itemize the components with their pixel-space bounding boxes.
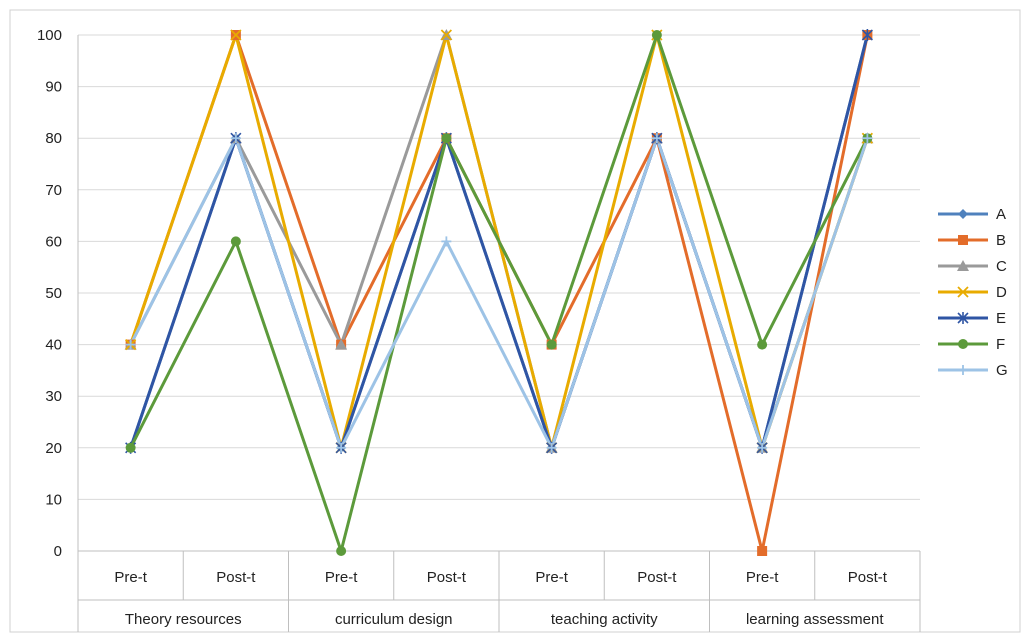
x-tick-label: Post-t bbox=[427, 569, 467, 586]
x-tick-label: Post-t bbox=[216, 569, 256, 586]
y-tick-label: 50 bbox=[45, 285, 62, 302]
data-point-g bbox=[125, 339, 136, 350]
data-point-b bbox=[757, 546, 768, 556]
y-tick-label: 70 bbox=[45, 182, 62, 199]
legend-item-a: A bbox=[938, 206, 1006, 223]
data-point-g bbox=[651, 133, 662, 144]
data-point-e bbox=[861, 29, 873, 41]
series-line-g bbox=[129, 136, 869, 450]
legend-label: G bbox=[996, 362, 1008, 379]
legend-label: C bbox=[996, 258, 1007, 275]
legend-label: A bbox=[996, 206, 1006, 223]
legend-marker bbox=[957, 260, 969, 271]
legend-item-b: B bbox=[938, 232, 1006, 249]
legend-marker bbox=[958, 209, 968, 219]
data-point-d bbox=[440, 29, 453, 41]
y-tick-label: 10 bbox=[45, 491, 62, 508]
series-lines bbox=[129, 33, 869, 553]
y-tick-label: 100 bbox=[37, 27, 62, 44]
series-line-f bbox=[129, 33, 869, 553]
data-point-f bbox=[757, 339, 768, 350]
data-point-g bbox=[441, 236, 452, 247]
data-point-f bbox=[546, 339, 557, 350]
legend-item-e: E bbox=[938, 310, 1006, 327]
legend-item-d: D bbox=[938, 284, 1007, 301]
x-group-label: Theory resources bbox=[125, 611, 242, 628]
data-point-f bbox=[125, 442, 136, 453]
data-point-f bbox=[651, 30, 662, 40]
y-tick-label: 0 bbox=[54, 543, 62, 560]
y-tick-label: 60 bbox=[45, 233, 62, 250]
series-markers bbox=[124, 29, 874, 556]
data-point-f bbox=[336, 546, 347, 556]
x-group-label: learning assessment bbox=[746, 611, 884, 628]
data-point-g bbox=[757, 442, 768, 453]
legend-marker bbox=[957, 312, 969, 324]
y-tick-label: 20 bbox=[45, 440, 62, 457]
data-point-f bbox=[441, 133, 452, 144]
data-point-c bbox=[335, 338, 348, 350]
legend-item-c: C bbox=[938, 258, 1007, 275]
y-tick-label: 90 bbox=[45, 79, 62, 96]
x-tick-label: Post-t bbox=[637, 569, 677, 586]
data-point-d bbox=[230, 29, 242, 41]
chart-border bbox=[9, 9, 1021, 633]
legend-item-g: G bbox=[938, 362, 1008, 379]
data-point-f bbox=[230, 236, 241, 247]
x-tick-label: Pre-t bbox=[535, 569, 568, 586]
x-tick-label: Pre-t bbox=[746, 569, 779, 586]
x-tick-label: Pre-t bbox=[325, 569, 358, 586]
x-tick-label: Pre-t bbox=[114, 569, 147, 586]
x-group-label: curriculum design bbox=[335, 611, 453, 628]
y-tick-label: 30 bbox=[45, 388, 62, 405]
axes: 0 10 20 30 40 50 60 70 80 90 100 Pre-t Post-t Pre-t Po… bbox=[9, 9, 1021, 633]
legend-marker bbox=[958, 235, 968, 245]
y-tick-label: 40 bbox=[45, 337, 62, 354]
x-tick-label: Post-t bbox=[848, 569, 888, 586]
data-point-g bbox=[336, 442, 347, 453]
legend-label: E bbox=[996, 310, 1006, 327]
legend-item-f: F bbox=[938, 336, 1005, 353]
data-point-g bbox=[862, 133, 873, 144]
y-tick-label: 80 bbox=[45, 130, 62, 147]
legend-label: F bbox=[996, 336, 1005, 353]
legend-label: D bbox=[996, 284, 1007, 301]
legend-marker bbox=[957, 286, 969, 298]
data-point-g bbox=[230, 133, 241, 144]
x-group-label: teaching activity bbox=[551, 611, 658, 628]
legend-marker bbox=[958, 339, 968, 349]
legend-label: B bbox=[996, 232, 1006, 249]
data-point-g bbox=[546, 442, 557, 453]
legend-marker bbox=[958, 365, 968, 375]
